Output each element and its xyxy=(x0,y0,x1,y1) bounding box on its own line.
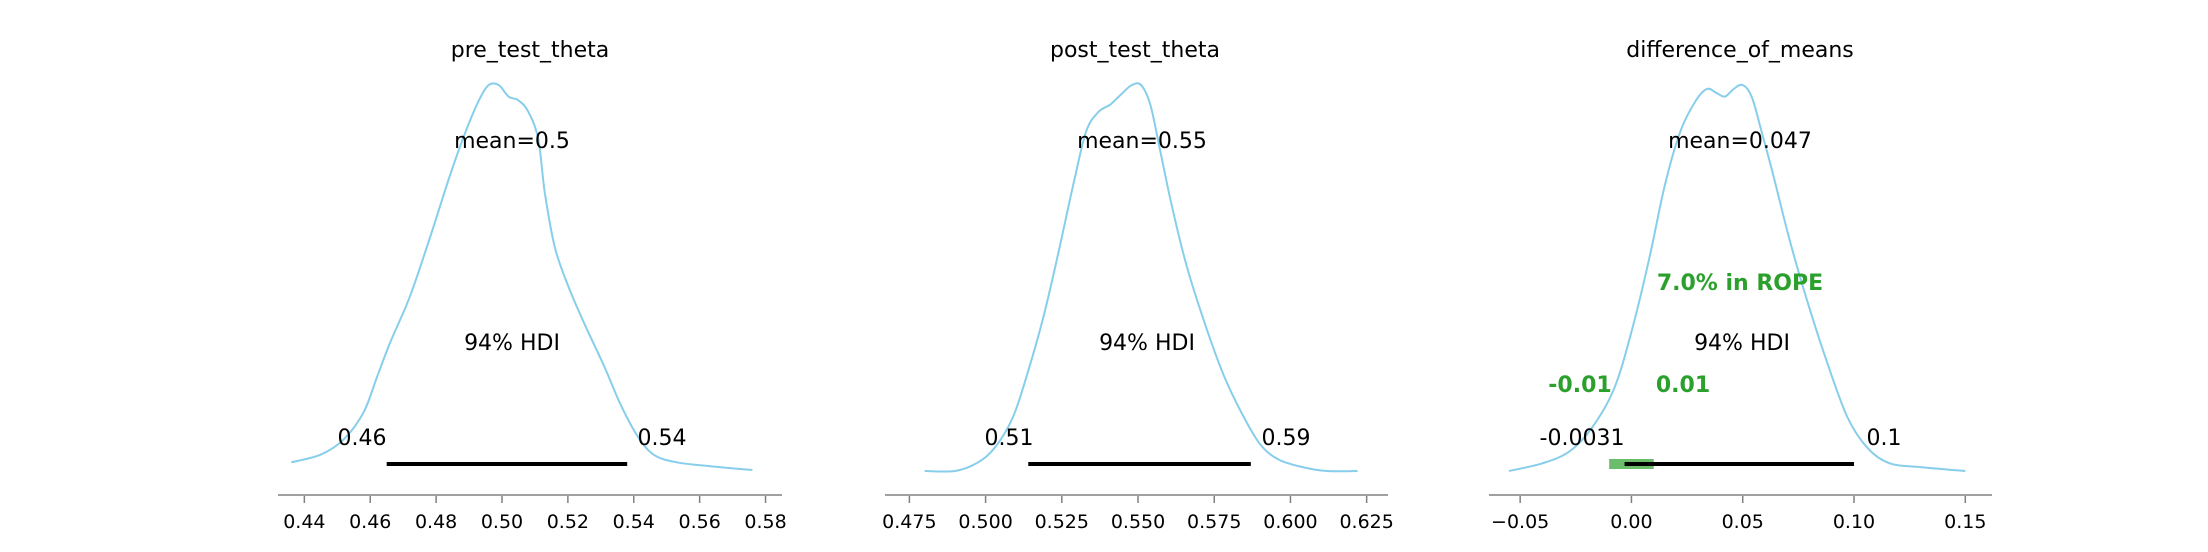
hdi-low-label: 0.46 xyxy=(338,426,387,451)
panel-pre-test-theta: pre_test_theta mean=0.5 94% HDI 0.46 0.5… xyxy=(278,38,787,533)
x-tick-label: 0.05 xyxy=(1722,511,1764,533)
hdi-label: 94% HDI xyxy=(464,331,560,356)
x-tick-label: 0.575 xyxy=(1187,511,1241,533)
rope-high-label: 0.01 xyxy=(1656,373,1710,398)
x-tick-label: 0.15 xyxy=(1944,511,1986,533)
x-tick-label: 0.50 xyxy=(481,511,523,533)
panel-post-test-theta: post_test_theta mean=0.55 94% HDI 0.51 0… xyxy=(882,38,1394,533)
hdi-high-label: 0.54 xyxy=(638,426,687,451)
x-tick-label: −0.05 xyxy=(1491,511,1549,533)
x-tick-label: 0.46 xyxy=(349,511,391,533)
x-tick-label: 0.58 xyxy=(744,511,786,533)
x-tick-label: 0.48 xyxy=(415,511,457,533)
hdi-label: 94% HDI xyxy=(1694,331,1790,356)
x-tick-label: 0.54 xyxy=(613,511,655,533)
x-tick-label: 0.550 xyxy=(1111,511,1165,533)
mean-label: mean=0.55 xyxy=(1077,129,1207,154)
hdi-high-label: 0.59 xyxy=(1262,426,1311,451)
rope-percentage-label: 7.0% in ROPE xyxy=(1657,271,1823,296)
x-tick-label: 0.52 xyxy=(547,511,589,533)
rope-low-label: -0.01 xyxy=(1548,373,1611,398)
kde-curve xyxy=(924,82,1358,473)
x-tick-label: 0.600 xyxy=(1263,511,1317,533)
x-tick-label: 0.500 xyxy=(958,511,1012,533)
hdi-low-label: -0.0031 xyxy=(1540,426,1625,451)
hdi-low-label: 0.51 xyxy=(985,426,1034,451)
kde-curve xyxy=(1508,83,1966,472)
mean-label: mean=0.5 xyxy=(454,129,570,154)
x-tick-label: 0.625 xyxy=(1339,511,1393,533)
mean-label: mean=0.047 xyxy=(1668,129,1812,154)
hdi-high-label: 0.1 xyxy=(1867,426,1902,451)
x-tick-label: 0.00 xyxy=(1610,511,1652,533)
x-tick-label: 0.10 xyxy=(1833,511,1875,533)
panel-title: post_test_theta xyxy=(1050,38,1220,63)
x-tick-label: 0.44 xyxy=(283,511,325,533)
x-tick-label: 0.525 xyxy=(1035,511,1089,533)
kde-curve xyxy=(290,82,753,471)
hdi-label: 94% HDI xyxy=(1099,331,1195,356)
panel-title: difference_of_means xyxy=(1626,38,1854,63)
panel-title: pre_test_theta xyxy=(451,38,610,63)
panel-difference-of-means: difference_of_means mean=0.047 7.0% in R… xyxy=(1489,38,1992,533)
x-tick-label: 0.56 xyxy=(678,511,720,533)
x-tick-label: 0.475 xyxy=(882,511,936,533)
